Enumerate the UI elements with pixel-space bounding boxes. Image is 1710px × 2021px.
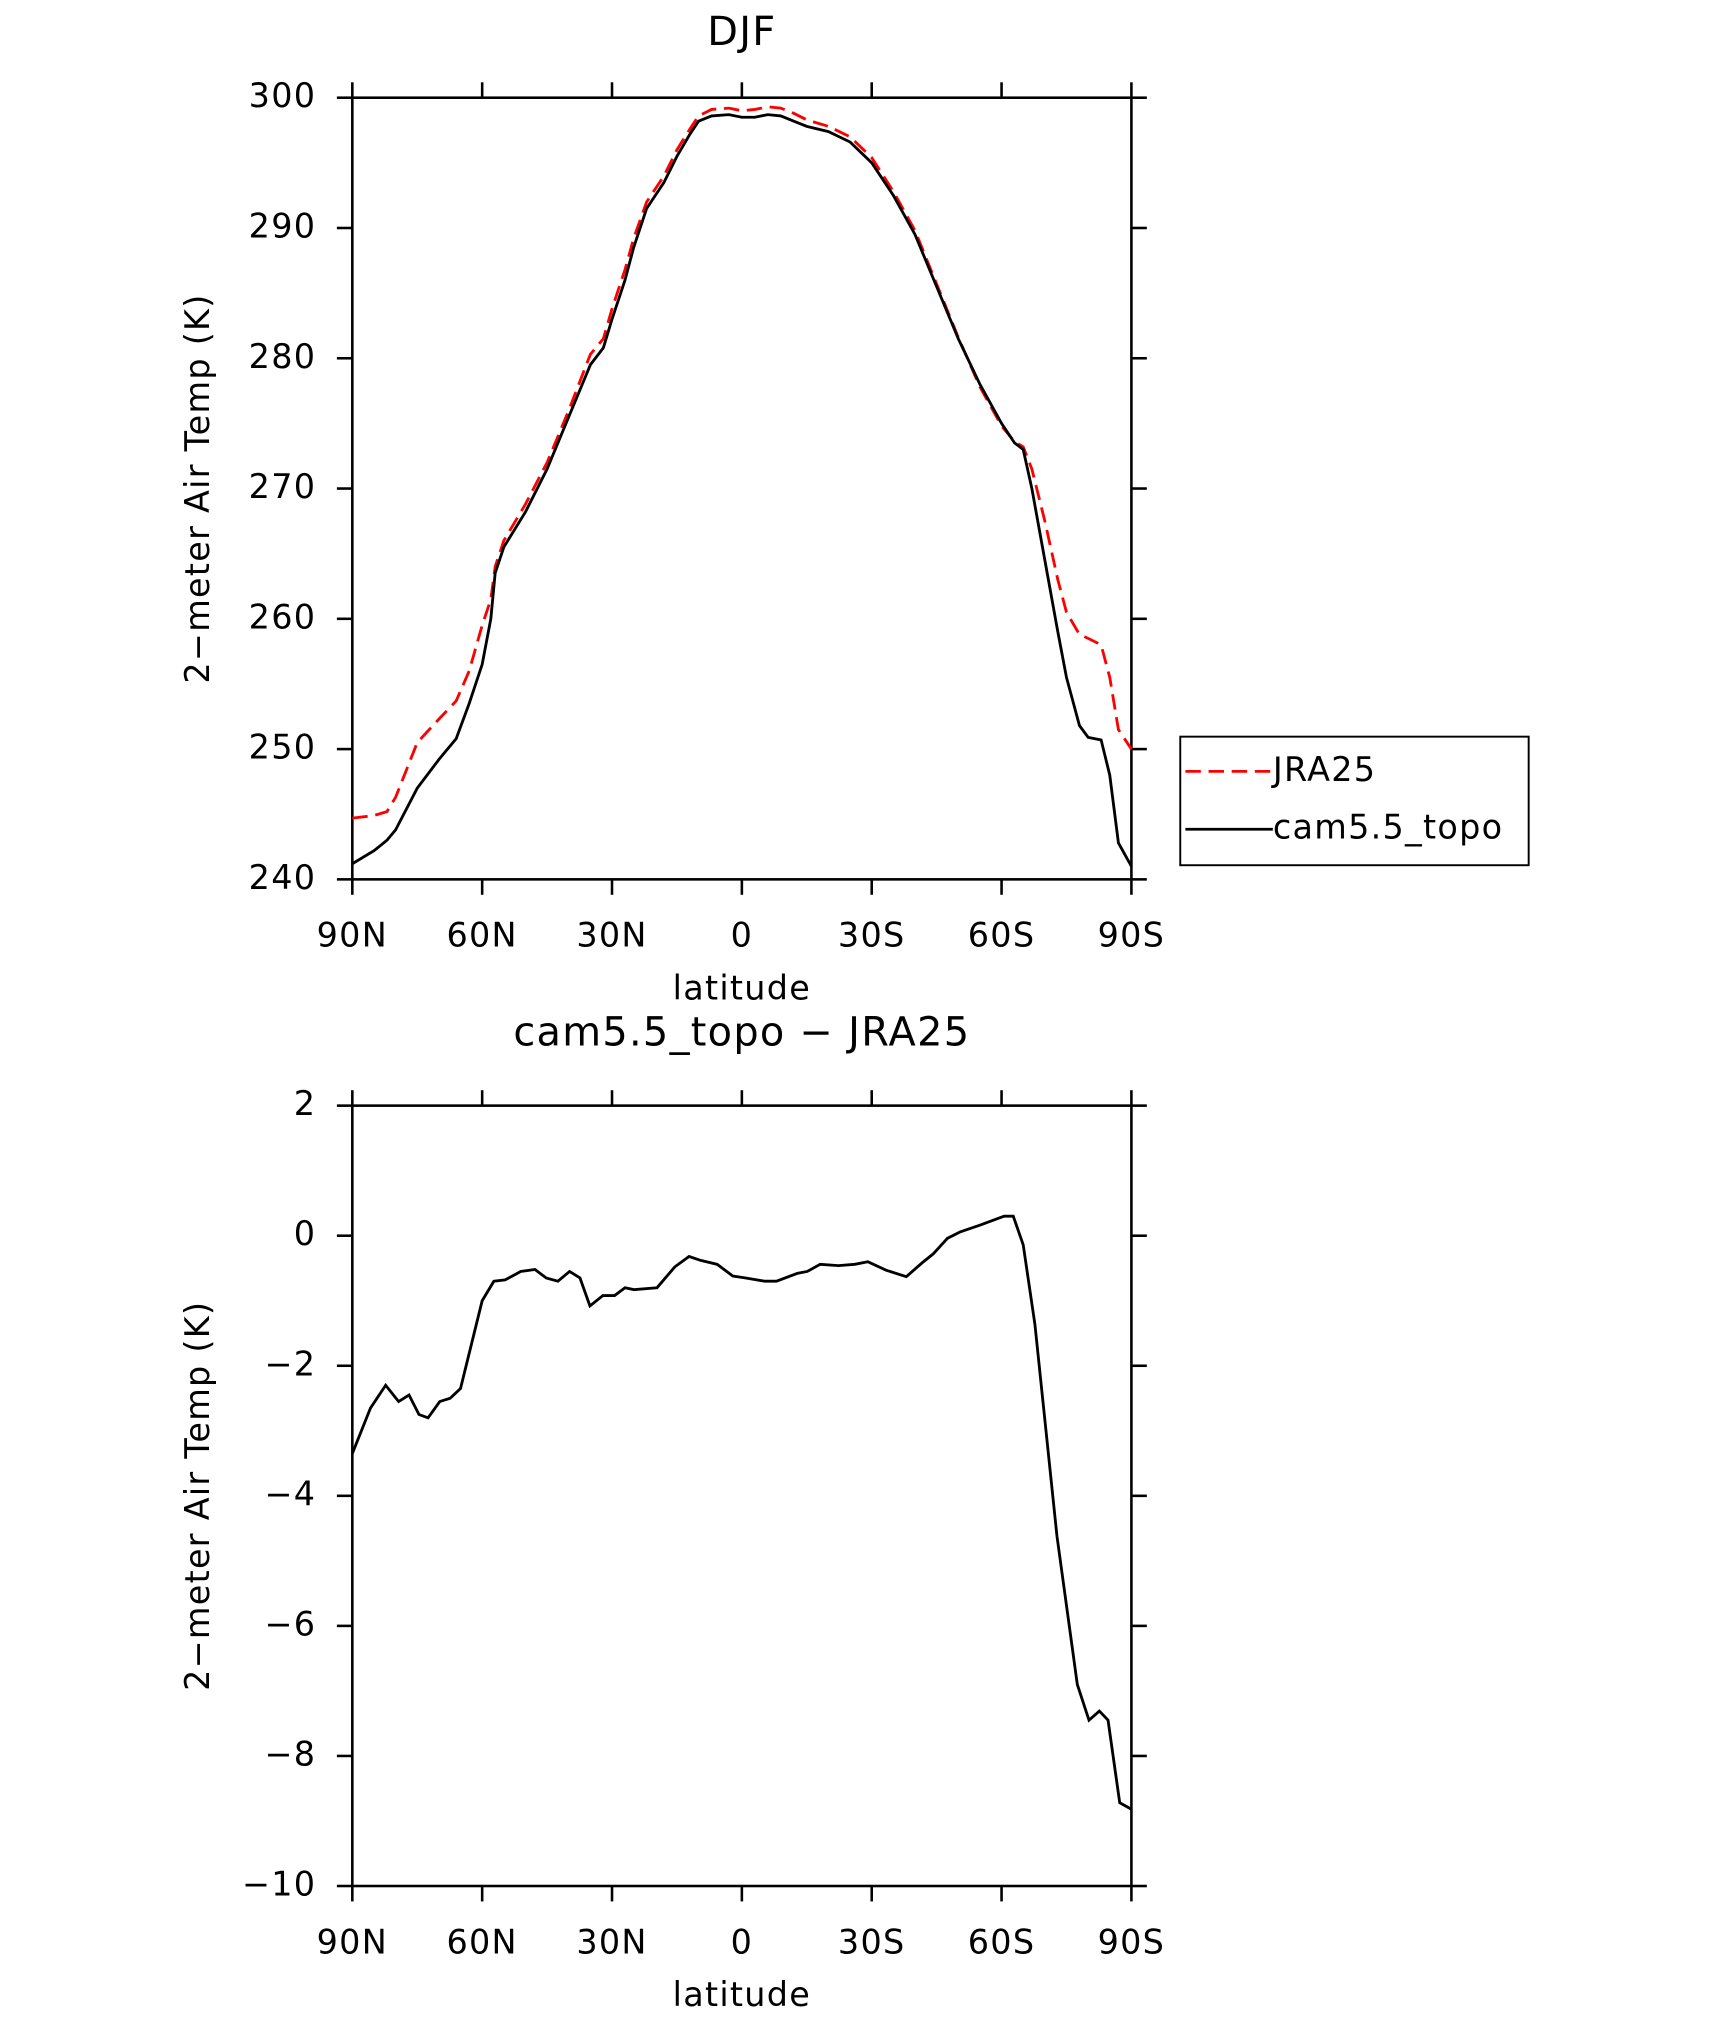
x-tick-label: 30N [576, 916, 647, 955]
x-axis-label: latitude [673, 1975, 811, 2014]
x-tick-label: 90S [1098, 916, 1166, 955]
chart-title: cam5.5_topo − JRA25 [513, 1009, 970, 1055]
x-tick-label: 30S [838, 916, 906, 955]
x-tick-label: 60N [446, 916, 517, 955]
y-tick-label: −2 [264, 1344, 316, 1383]
legend-box [1179, 735, 1530, 867]
x-tick-label: 0 [731, 1922, 754, 1961]
x-tick-label: 90N [317, 1922, 388, 1961]
y-tick-label: 290 [249, 206, 317, 245]
y-axis-label: 2−meter Air Temp (K) [178, 293, 217, 683]
y-axis-label: 2−meter Air Temp (K) [178, 1301, 217, 1691]
y-tick-label: 260 [249, 597, 317, 636]
series-line [352, 105, 1133, 820]
y-tick-label: 280 [249, 337, 317, 376]
y-tick-label: 250 [249, 728, 317, 767]
y-tick-label: 300 [249, 76, 317, 115]
x-tick-label: 60S [968, 916, 1036, 955]
x-tick-label: 30N [576, 1922, 647, 1961]
y-tick-label: −6 [264, 1604, 316, 1643]
legend-label: cam5.5_topo [1273, 808, 1504, 847]
plot-frame [351, 96, 1133, 881]
x-axis-label: latitude [673, 968, 811, 1007]
series-line [351, 113, 1133, 868]
y-tick-label: 240 [249, 858, 317, 897]
x-tick-label: 0 [731, 916, 754, 955]
x-tick-label: 90N [317, 916, 388, 955]
y-tick-label: −10 [242, 1865, 316, 1904]
x-tick-label: 30S [838, 1922, 906, 1961]
y-tick-label: −8 [264, 1734, 316, 1773]
x-tick-label: 60S [968, 1922, 1036, 1961]
y-tick-label: −4 [264, 1474, 316, 1513]
chart-title: DJF [707, 9, 776, 55]
x-tick-label: 60N [446, 1922, 517, 1961]
y-tick-label: 0 [294, 1214, 317, 1253]
legend-label: JRA25 [1271, 750, 1377, 789]
series-line [351, 1214, 1133, 1811]
y-tick-label: 270 [249, 467, 317, 506]
y-tick-label: 2 [294, 1084, 317, 1123]
x-tick-label: 90S [1098, 1922, 1166, 1961]
